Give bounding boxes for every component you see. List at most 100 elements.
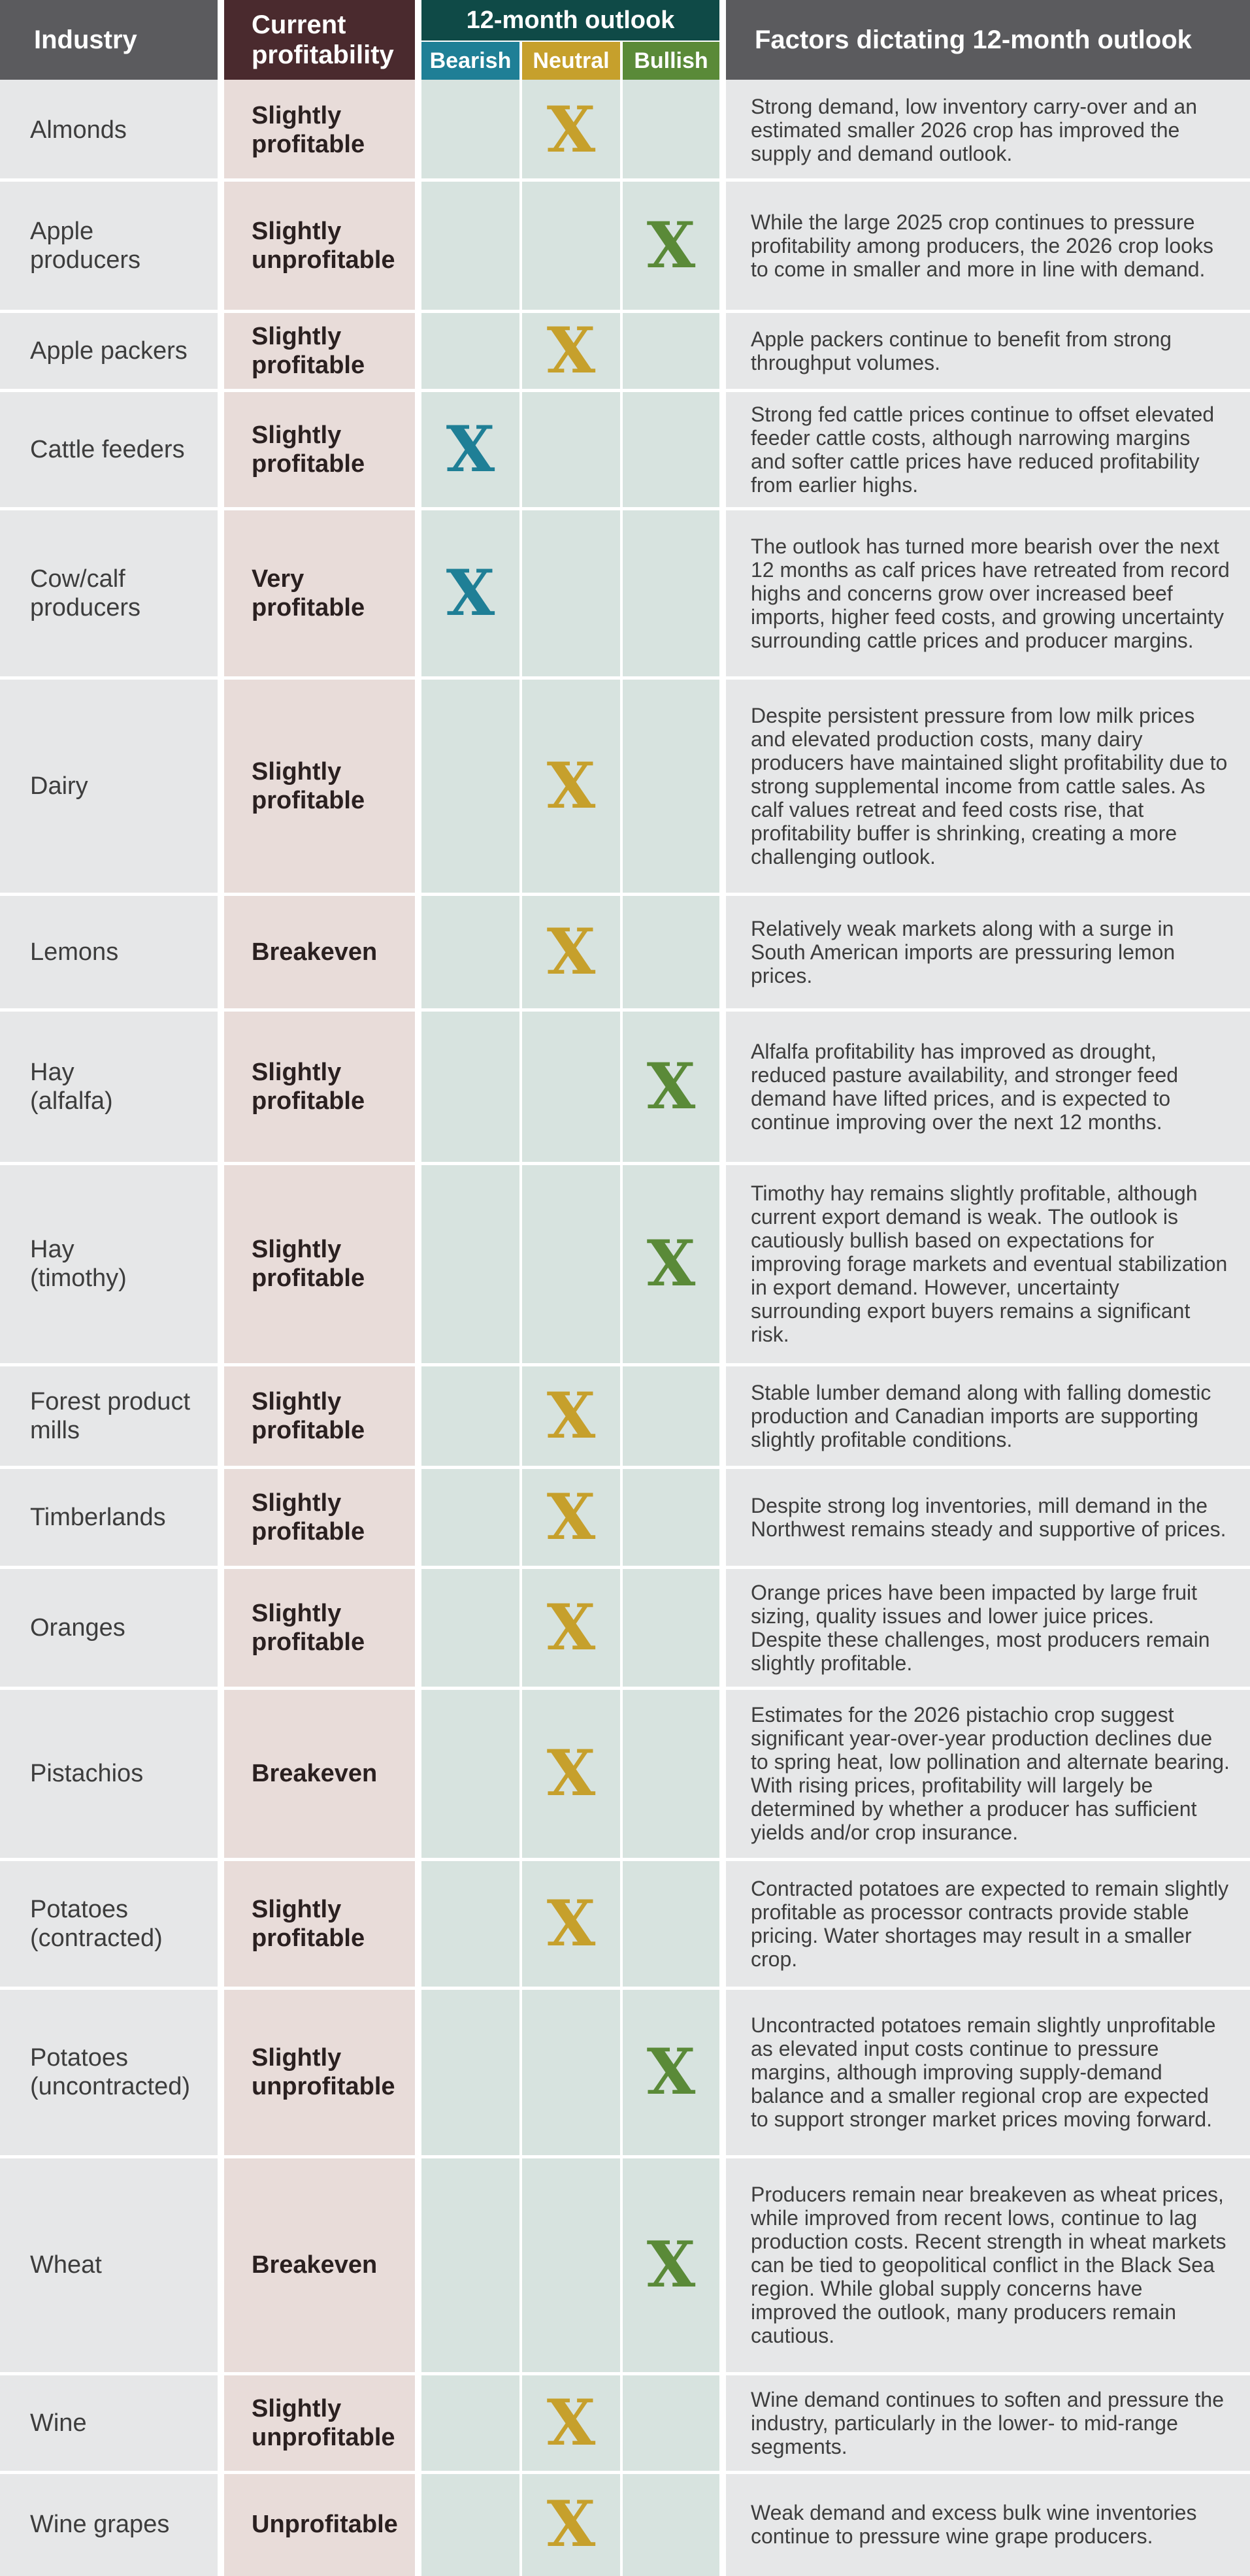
outlook-column-bg (421, 80, 719, 2576)
row-separator (0, 310, 1250, 313)
factors-cell-text: Orange prices have been impacted by larg… (751, 1580, 1210, 1675)
industry-cell-text: Cattle feeders (30, 435, 185, 463)
factors-cell: While the large 2025 crop continues to p… (726, 180, 1250, 311)
header-profitability-label: Current profitability (252, 10, 394, 69)
outlook-mark-neutral: X (546, 92, 596, 167)
header-bullish: Bullish (623, 42, 719, 80)
row-separator (0, 1363, 1250, 1366)
header-factors: Factors dictating 12-month outlook (726, 0, 1250, 80)
row-separator (0, 507, 1250, 510)
factors-cell-text: Despite persistent pressure from low mil… (751, 703, 1228, 868)
industry-cell: Apple packers (0, 311, 218, 390)
industry-cell-text: Forest product mills (30, 1387, 190, 1444)
profitability-cell-text: Breakeven (252, 938, 378, 966)
row-separator (0, 893, 1250, 896)
profitability-cell-text: Slightly profitable (252, 1599, 365, 1656)
industry-cell-text: Pistachios (30, 1760, 144, 1787)
industry-cell: Cow/calf producers (0, 508, 218, 678)
factors-cell: Wine demand continues to soften and pres… (726, 2373, 1250, 2472)
factors-cell: Despite strong log inventories, mill dem… (726, 1467, 1250, 1567)
header-profitability: Current profitability (224, 0, 415, 80)
industry-cell: Wheat (0, 2156, 218, 2373)
row-separator (0, 1687, 1250, 1690)
outlook-mark-bearish: X (446, 412, 495, 486)
industry-cell: Potatoes (uncontracted) (0, 1988, 218, 2156)
industry-cell-text: Lemons (30, 938, 119, 966)
factors-cell-text: Stable lumber demand along with falling … (751, 1380, 1211, 1451)
industry-cell-text: Apple producers (30, 217, 140, 274)
profitability-cell-text: Slightly profitable (252, 101, 365, 158)
factors-cell-text: Producers remain near breakeven as wheat… (751, 2183, 1226, 2347)
outlook-mark-neutral: X (546, 2486, 596, 2561)
industry-cell: Dairy (0, 678, 218, 894)
outlook-mark-bullish: X (646, 2228, 696, 2302)
profitability-cell: Breakeven (224, 1688, 415, 1859)
outlook-mark-neutral: X (546, 313, 596, 388)
factors-cell-text: Apple packers continue to benefit from s… (751, 327, 1172, 374)
factors-cell-text: The outlook has turned more bearish over… (751, 534, 1230, 652)
factors-cell-text: Strong demand, low inventory carry-over … (751, 94, 1198, 165)
factors-cell: Despite persistent pressure from low mil… (726, 678, 1250, 894)
factors-cell-text: Strong fed cattle prices continue to off… (751, 402, 1215, 497)
factors-cell: Relatively weak markets along with a sur… (726, 894, 1250, 1010)
industry-cell-text: Apple packers (30, 337, 188, 365)
profitability-cell-text: Slightly profitable (252, 757, 365, 814)
industry-cell: Potatoes (contracted) (0, 1859, 218, 1988)
industry-cell-text: Almonds (30, 116, 127, 144)
profitability-cell: Slightly profitable (224, 1859, 415, 1988)
profitability-column-bg (224, 80, 415, 2576)
profitability-cell: Slightly profitable (224, 1567, 415, 1688)
row-separator (0, 2471, 1250, 2474)
profitability-cell: Slightly profitable (224, 1163, 415, 1364)
factors-cell: Orange prices have been impacted by larg… (726, 1567, 1250, 1688)
header-industry-label: Industry (34, 25, 137, 54)
factors-cell-text: Wine demand continues to soften and pres… (751, 2387, 1224, 2458)
industry-cell: Apple producers (0, 180, 218, 311)
row-separator (0, 1162, 1250, 1165)
header-neutral: Neutral (522, 42, 620, 80)
outlook-mark-bearish: X (446, 555, 495, 630)
profitability-cell: Slightly unprofitable (224, 180, 415, 311)
outlook-mark-bullish: X (646, 2035, 696, 2109)
factors-column-bg (726, 80, 1250, 2576)
factors-cell-text: Estimates for the 2026 pistachio crop su… (751, 1703, 1230, 1844)
industry-cell: Forest product mills (0, 1364, 218, 1467)
factors-cell: Producers remain near breakeven as wheat… (726, 2156, 1250, 2373)
profitability-cell: Very profitable (224, 508, 415, 678)
profitability-cell: Breakeven (224, 2156, 415, 2373)
header-factors-label: Factors dictating 12-month outlook (755, 25, 1192, 54)
factors-cell: Estimates for the 2026 pistachio crop su… (726, 1688, 1250, 1859)
header-neutral-label: Neutral (533, 48, 610, 73)
industry-column-bg (0, 80, 218, 2576)
industry-cell-text: Potatoes (contracted) (30, 1895, 163, 1952)
header-bullish-label: Bullish (634, 48, 708, 73)
factors-cell: Strong fed cattle prices continue to off… (726, 390, 1250, 508)
header-outlook-label: 12-month outlook (466, 6, 675, 34)
industry-cell: Timberlands (0, 1467, 218, 1567)
factors-cell-text: Despite strong log inventories, mill dem… (751, 1493, 1226, 1541)
profitability-cell-text: Slightly profitable (252, 1058, 365, 1115)
factors-cell-text: While the large 2025 crop continues to p… (751, 210, 1213, 281)
profitability-cell-text: Slightly unprofitable (252, 2044, 395, 2100)
profitability-cell-text: Slightly profitable (252, 421, 365, 478)
profitability-cell: Slightly unprofitable (224, 2373, 415, 2472)
header-bearish-label: Bearish (429, 48, 512, 73)
profitability-cell: Slightly profitable (224, 311, 415, 390)
outlook-mark-neutral: X (546, 914, 596, 989)
factors-cell: Apple packers continue to benefit from s… (726, 311, 1250, 390)
profitability-cell-text: Slightly profitable (252, 1489, 365, 1545)
row-separator (0, 676, 1250, 680)
factors-cell: Contracted potatoes are expected to rema… (726, 1859, 1250, 1988)
profitability-cell-text: Unprofitable (252, 2510, 398, 2538)
industry-cell-text: Hay (timothy) (30, 1236, 127, 1292)
outlook-mark-neutral: X (546, 1479, 596, 1554)
industry-cell: Hay (timothy) (0, 1163, 218, 1364)
factors-cell: Alfalfa profitability has improved as dr… (726, 1010, 1250, 1163)
outlook-mark-bullish: X (646, 1049, 696, 1123)
industry-cell-text: Oranges (30, 1613, 125, 1642)
profitability-cell: Slightly unprofitable (224, 1988, 415, 2156)
row-separator (0, 1466, 1250, 1469)
factors-cell: Strong demand, low inventory carry-over … (726, 80, 1250, 180)
row-separator (0, 1566, 1250, 1569)
